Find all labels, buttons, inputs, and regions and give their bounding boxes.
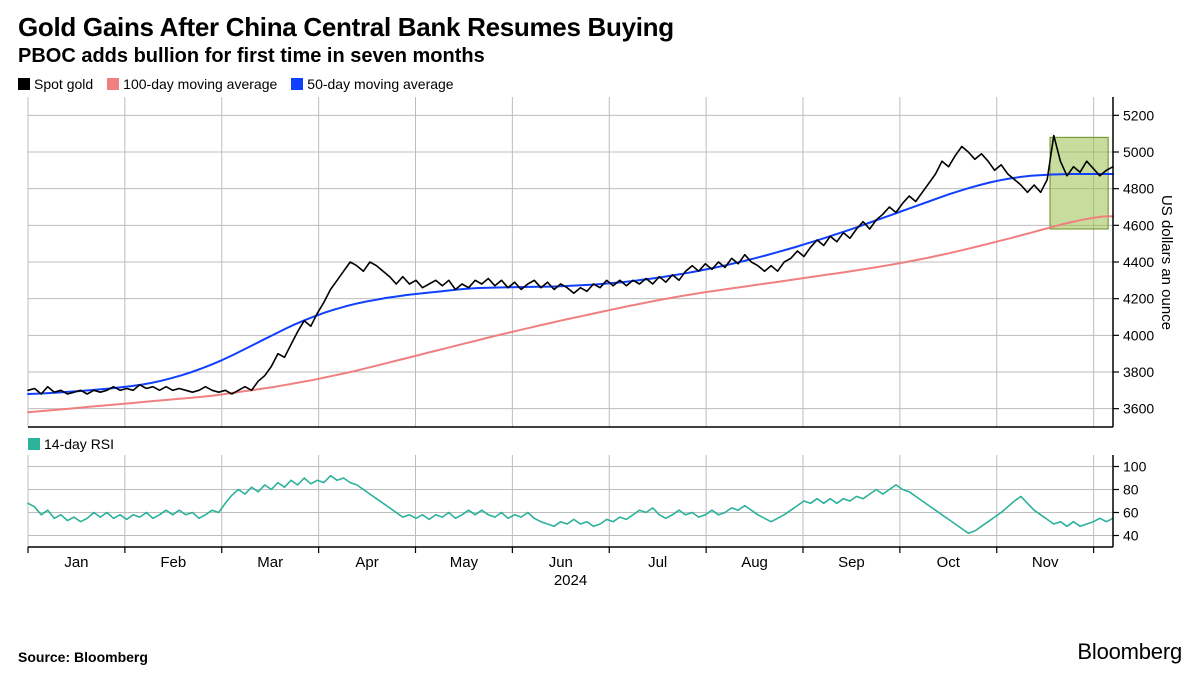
svg-text:14-day RSI: 14-day RSI (44, 436, 114, 452)
svg-text:60: 60 (1123, 505, 1139, 521)
svg-text:4400: 4400 (1123, 254, 1154, 270)
svg-text:80: 80 (1123, 482, 1139, 498)
svg-text:2024: 2024 (554, 572, 587, 587)
svg-text:Sep: Sep (838, 554, 865, 571)
svg-text:4800: 4800 (1123, 181, 1154, 197)
svg-text:Jan: Jan (64, 554, 88, 571)
chart-subtitle: PBOC adds bullion for first time in seve… (18, 45, 1182, 68)
svg-text:Feb: Feb (160, 554, 186, 571)
svg-text:5000: 5000 (1123, 144, 1154, 160)
svg-text:100: 100 (1123, 459, 1147, 475)
svg-text:May: May (450, 554, 479, 571)
svg-text:Jun: Jun (549, 554, 573, 571)
svg-text:Nov: Nov (1032, 554, 1059, 571)
svg-text:3800: 3800 (1123, 364, 1154, 380)
y-axis-title: US dollars an ounce (1158, 195, 1175, 330)
svg-text:Aug: Aug (741, 554, 768, 571)
svg-text:Oct: Oct (937, 554, 961, 571)
chart-plot: 3600 3800 4000 4200 4400 4600 4800 5000 5200 14-d… (18, 97, 1182, 587)
svg-text:4600: 4600 (1123, 217, 1154, 233)
svg-text:3600: 3600 (1123, 401, 1154, 417)
svg-text:Apr: Apr (355, 554, 378, 571)
svg-text:Jul: Jul (648, 554, 667, 571)
source-label: Source: Bloomberg (18, 649, 148, 665)
svg-text:4200: 4200 (1123, 291, 1154, 307)
svg-text:4000: 4000 (1123, 327, 1154, 343)
legend-top: Spot gold100-day moving average50-day mo… (18, 76, 1182, 93)
svg-text:Mar: Mar (257, 554, 283, 571)
chart-title: Gold Gains After China Central Bank Resu… (18, 12, 1182, 43)
svg-text:5200: 5200 (1123, 107, 1154, 123)
svg-text:40: 40 (1123, 528, 1139, 544)
brand-label: Bloomberg (1077, 639, 1182, 665)
